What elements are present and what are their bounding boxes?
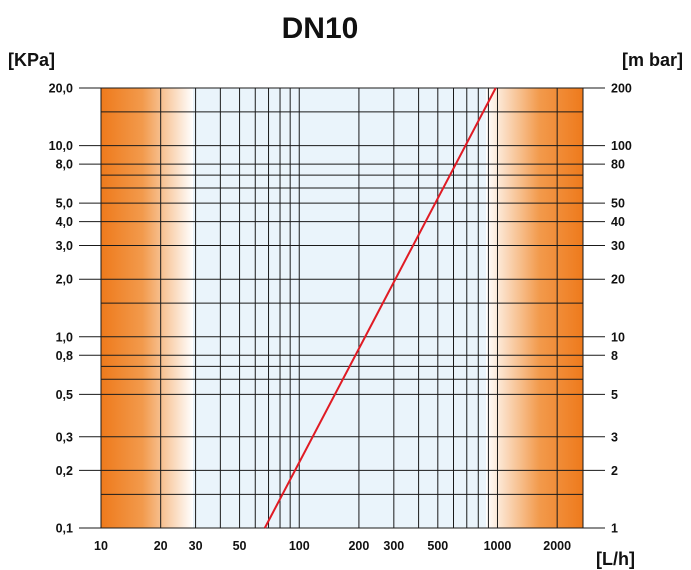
shaded-region-high-flow xyxy=(486,88,583,528)
y-right-tick-label: 50 xyxy=(611,197,625,211)
y-right-tick-label: 20 xyxy=(611,273,625,287)
plot-middle-background xyxy=(193,88,486,528)
x-tick-label: 100 xyxy=(289,539,310,553)
x-axis-unit: [L/h] xyxy=(596,549,635,569)
y-right-tick-label: 1 xyxy=(611,522,618,536)
y-right-tick-label: 3 xyxy=(611,430,618,444)
pressure-drop-line xyxy=(263,87,497,529)
y-left-tick-label: 5,0 xyxy=(56,197,73,211)
x-tick-label: 500 xyxy=(427,539,448,553)
y-left-tick-label: 2,0 xyxy=(56,273,73,287)
x-tick-label: 30 xyxy=(189,539,203,553)
y-right-tick-label: 80 xyxy=(611,158,625,172)
y-right-tick-label: 30 xyxy=(611,239,625,253)
axis-ticks: 20,0 10,0 8,0 5,0 4,0 3,0 2,0 1,0 0,8 0,5 0,3 0,2 0,… xyxy=(49,82,632,554)
x-tick-label: 1000 xyxy=(484,539,512,553)
y-left-tick-label: 8,0 xyxy=(56,158,73,172)
x-tick-label: 200 xyxy=(348,539,369,553)
y-left-tick-label: 0,8 xyxy=(56,349,73,363)
y-left-tick-label: 0,3 xyxy=(56,430,73,444)
y-right-tick-label: 200 xyxy=(611,82,632,96)
right-axis-unit: [m bar] xyxy=(622,50,683,70)
x-tick-label: 50 xyxy=(233,539,247,553)
y-left-tick-label: 4,0 xyxy=(56,215,73,229)
y-left-tick-label: 0,2 xyxy=(56,464,73,478)
x-tick-label: 2000 xyxy=(543,539,571,553)
y-left-tick-label: 20,0 xyxy=(49,82,73,96)
x-tick-label: 10 xyxy=(94,539,108,553)
y-left-tick-label: 10,0 xyxy=(49,139,73,153)
x-tick-label: 300 xyxy=(383,539,404,553)
y-left-tick-label: 0,1 xyxy=(56,522,73,536)
y-left-tick-label: 1,0 xyxy=(56,330,73,344)
y-right-tick-label: 8 xyxy=(611,349,618,363)
y-right-tick-label: 40 xyxy=(611,215,625,229)
shaded-region-low-flow xyxy=(101,88,193,528)
x-tick-label: 20 xyxy=(154,539,168,553)
series-layer xyxy=(263,87,497,529)
y-right-tick-label: 100 xyxy=(611,139,632,153)
y-right-tick-label: 10 xyxy=(611,330,625,344)
y-right-tick-label: 5 xyxy=(611,388,618,402)
y-left-tick-label: 3,0 xyxy=(56,239,73,253)
y-right-tick-label: 2 xyxy=(611,464,618,478)
grid xyxy=(100,87,584,529)
y-left-tick-label: 0,5 xyxy=(56,388,73,402)
chart-title: DN10 xyxy=(282,12,359,45)
left-axis-unit: [KPa] xyxy=(8,50,55,70)
